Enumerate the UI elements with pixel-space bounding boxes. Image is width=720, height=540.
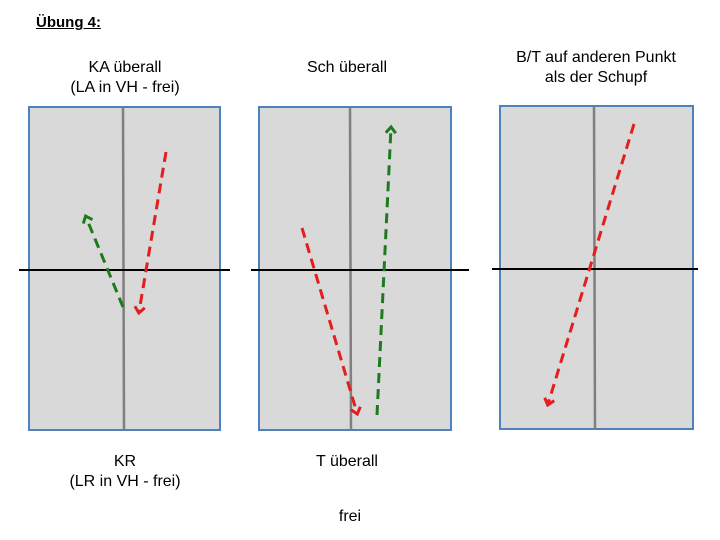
panel-2-bottom-label: T überall bbox=[316, 453, 378, 470]
red-arrow-down bbox=[300, 227, 357, 413]
table-surface bbox=[258, 106, 452, 431]
panel-3-top-label: B/T auf anderen Punkt als der Schupf bbox=[516, 49, 676, 86]
table-panel-2 bbox=[251, 106, 469, 431]
green-arrow-up bbox=[86, 217, 125, 308]
table-panel-1 bbox=[19, 106, 230, 431]
red-arrow-down bbox=[139, 151, 168, 312]
panel-1-top-label: KA überall (LA in VH - frei) bbox=[70, 59, 180, 96]
center-line bbox=[348, 106, 353, 431]
footer-label: frei bbox=[338, 508, 362, 525]
center-line bbox=[121, 106, 126, 431]
panel-1-bottom-label: KR (LR in VH - frei) bbox=[69, 453, 181, 490]
center-line bbox=[592, 105, 597, 430]
table-surface bbox=[499, 105, 694, 430]
exercise-title: Übung 4: bbox=[36, 14, 101, 31]
red-arrow-down bbox=[548, 123, 636, 404]
panel-2-top-label: Sch überall bbox=[306, 59, 388, 76]
table-panel-3 bbox=[492, 105, 698, 430]
